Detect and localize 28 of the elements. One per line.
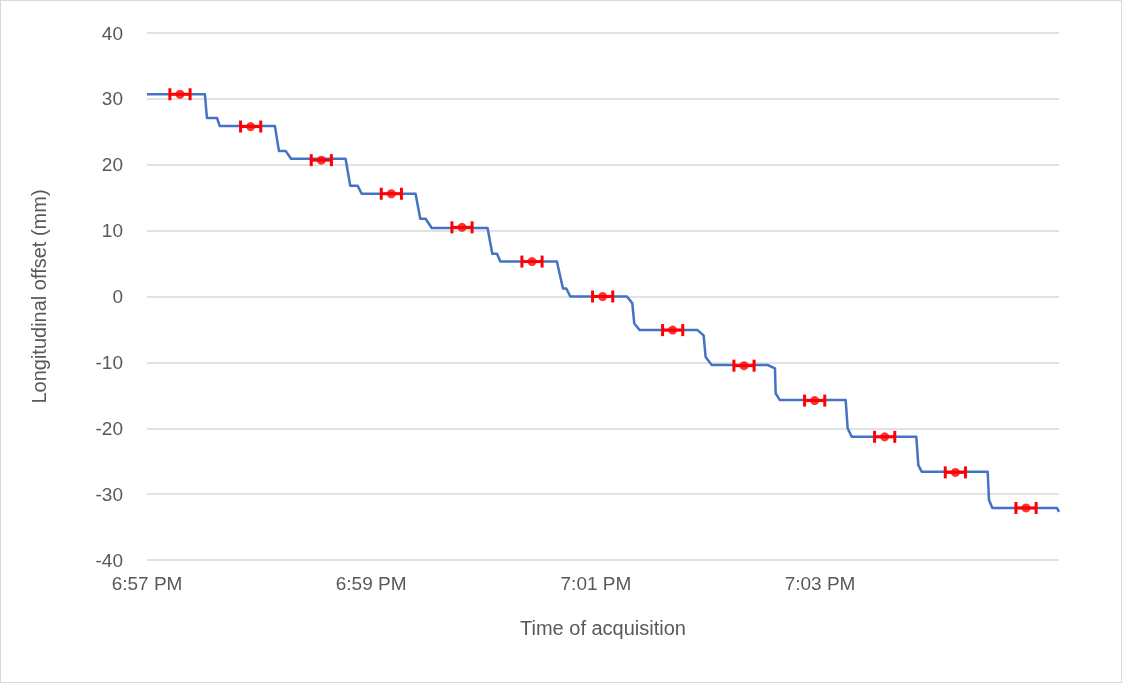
point [668,325,678,335]
y-tick-label: 40 [101,22,123,44]
point [527,257,537,267]
x-axis-title: Time of acquisition [520,617,686,639]
y-tick-label: -20 [95,417,123,439]
point [457,222,467,232]
point [598,292,608,301]
y-tick-label: 20 [101,154,123,176]
point [386,189,396,199]
y-tick-label: -30 [95,483,123,505]
point [950,467,960,477]
y-axis-title: Longitudinal offset (mm) [28,189,50,404]
y-tick-label: -10 [95,351,123,373]
point [880,432,890,442]
x-tick-label: 7:01 PM [560,573,632,594]
y-tick-label: 0 [112,286,123,307]
point [175,89,185,99]
point [739,361,749,371]
point [1021,503,1031,513]
x-tick-label: 6:59 PM [335,573,407,594]
x-tick-label: 7:03 PM [784,573,856,594]
point [246,122,256,132]
y-tick-label: 30 [101,88,123,110]
point [316,155,326,165]
point [810,396,820,406]
y-tick-label: -40 [95,549,123,571]
y-tick-label: 10 [101,220,123,242]
x-tick-label: 6:57 PM [111,573,183,594]
